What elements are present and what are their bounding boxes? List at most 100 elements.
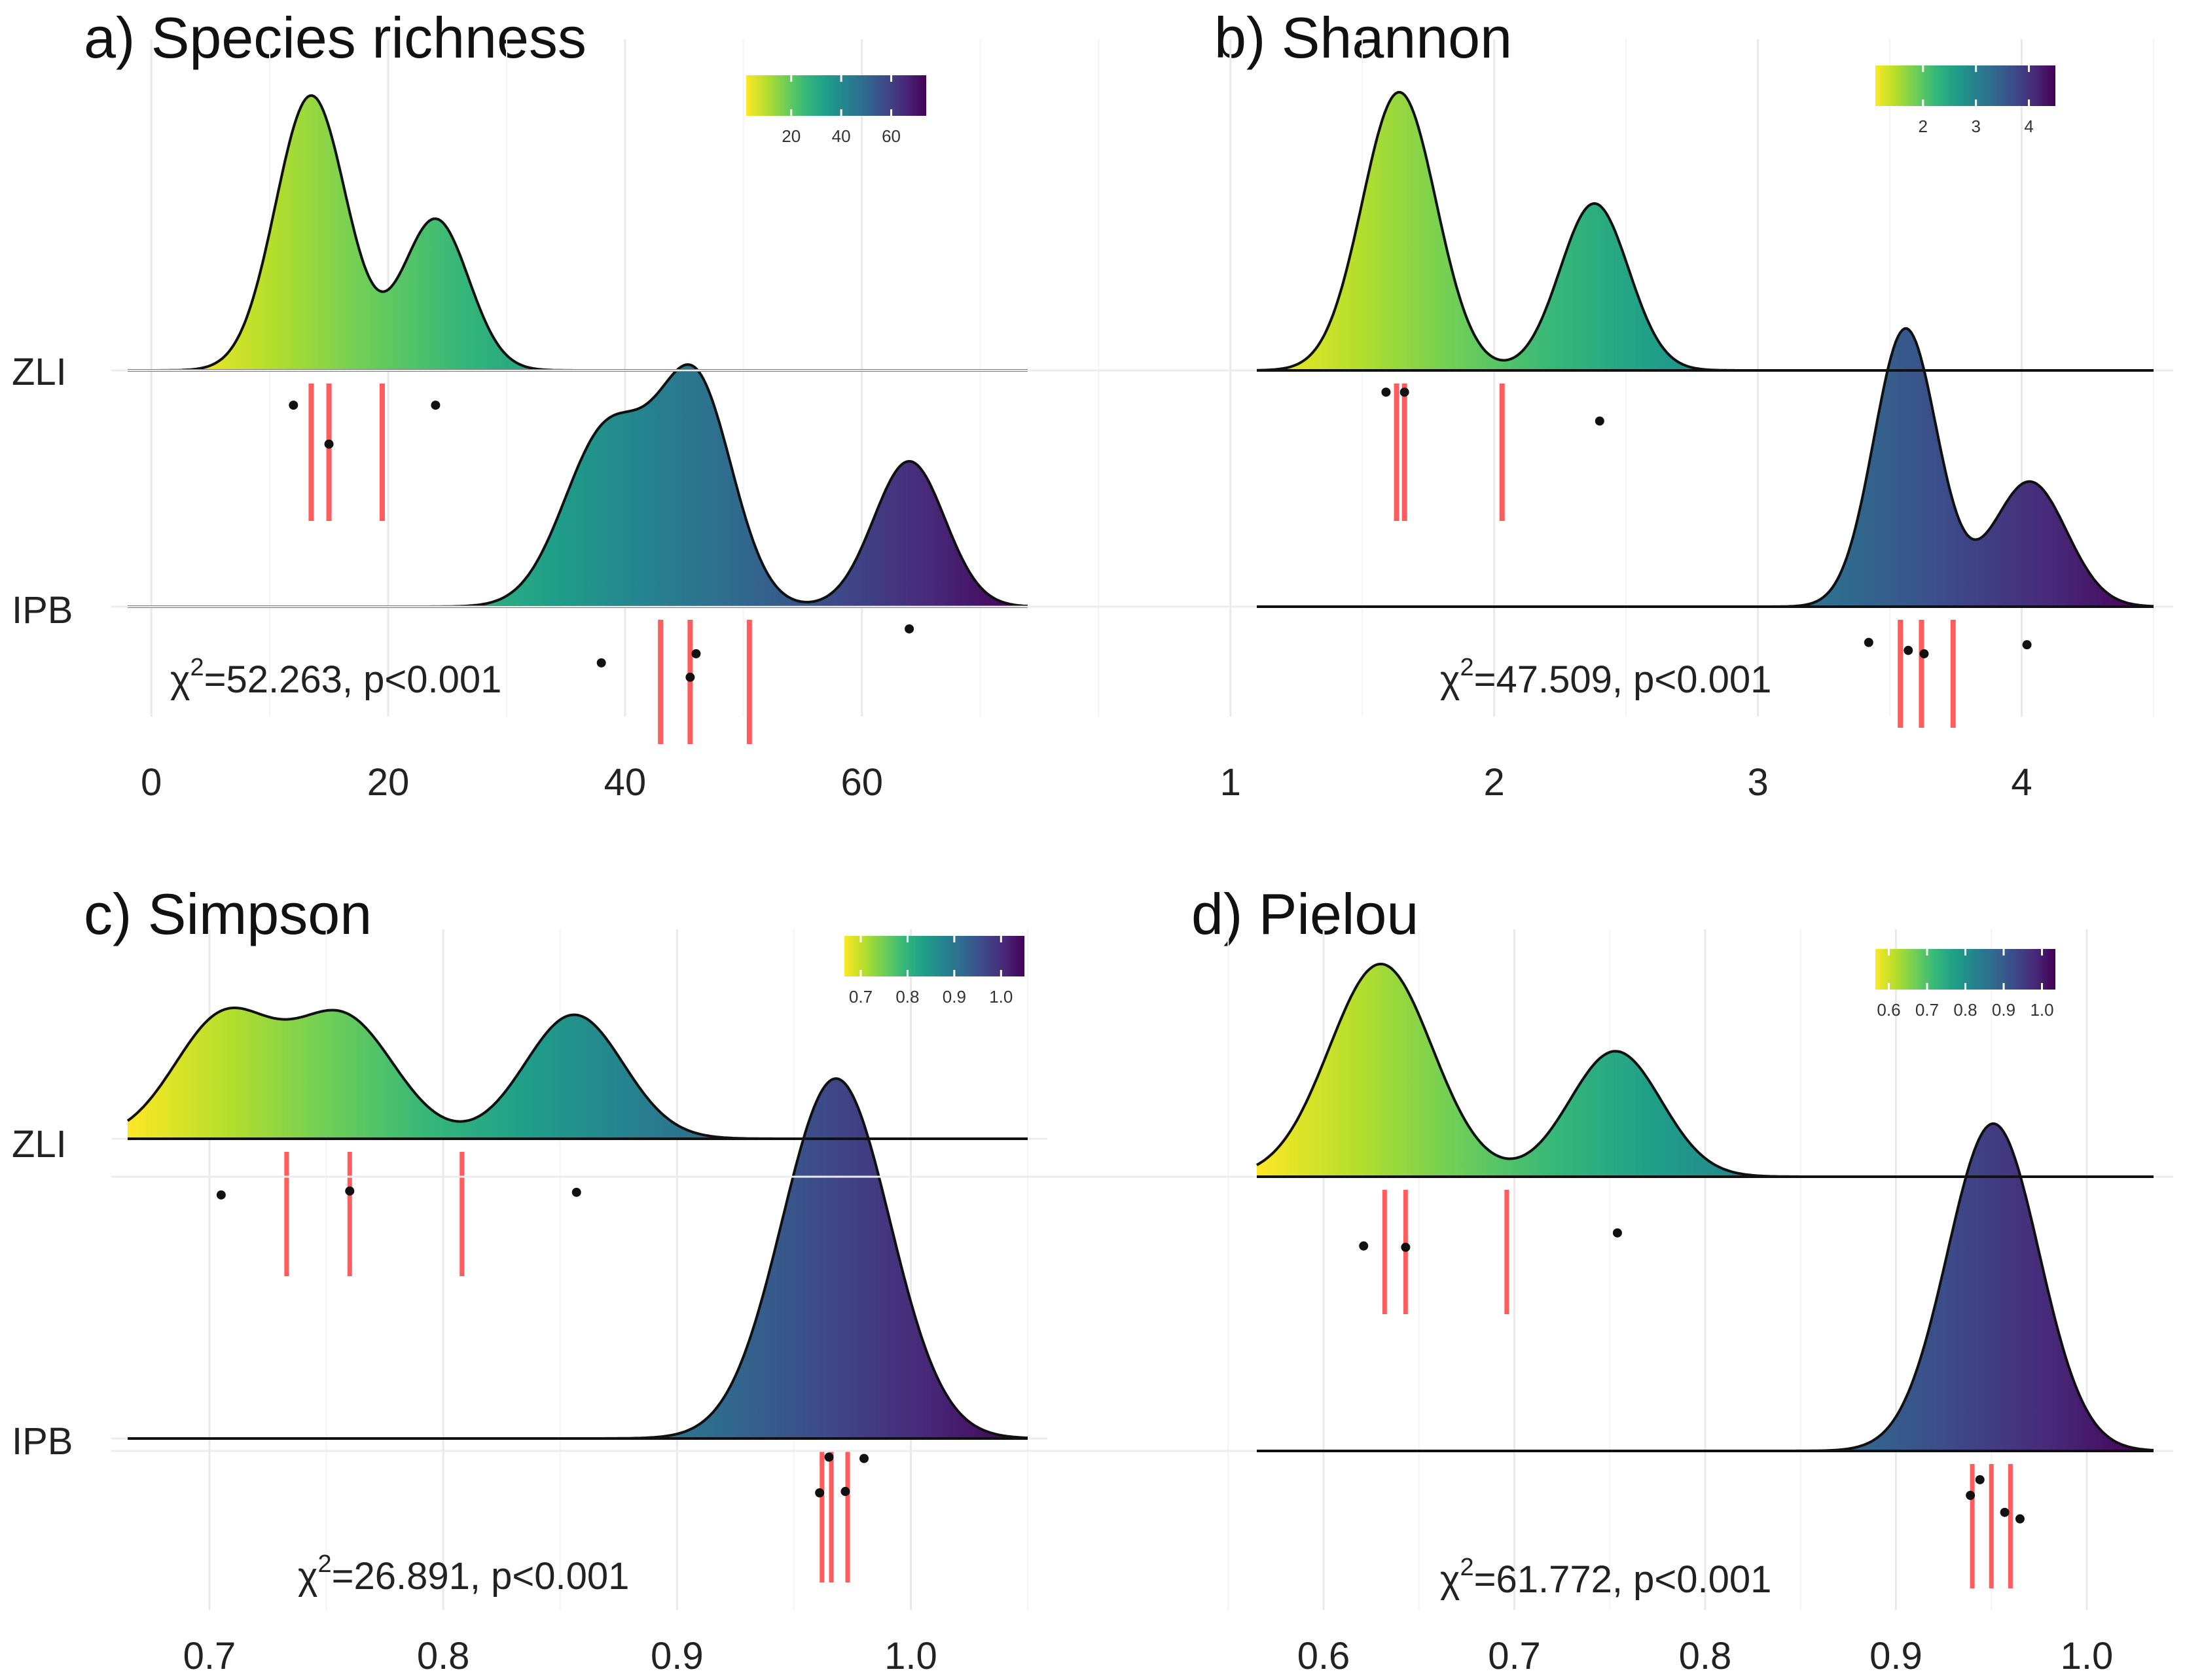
observation-point-zli	[1595, 416, 1604, 426]
observation-point-zli	[1399, 387, 1409, 397]
observation-points	[1381, 387, 2032, 658]
group-labels: ZLI IPB	[12, 1123, 73, 1463]
colorbar-tick-label: 0.7	[1915, 1000, 1939, 1020]
x-tick-label: 1.0	[2061, 1635, 2114, 1677]
observation-point-ipb	[1864, 637, 1873, 647]
x-tick-label: 0.9	[1869, 1635, 1922, 1677]
colorbar-gradient	[746, 75, 926, 116]
colorbar-tick-label: 3	[1971, 116, 1980, 136]
density-ridges	[128, 94, 1028, 608]
observation-point-ipb	[1966, 1490, 1976, 1500]
group-label-zli: ZLI	[12, 351, 67, 393]
x-tick-label: 0.6	[1297, 1635, 1350, 1677]
colorbar-ticks: 0.6 0.7 0.8 0.9 1.0	[1877, 949, 2054, 1020]
observation-point-ipb	[2022, 640, 2032, 650]
x-tick-label: 4	[2011, 761, 2032, 804]
quantile-lines	[284, 1152, 850, 1582]
test-statistic: χ2=52.263, p<0.001	[170, 654, 501, 701]
colorbar-tick-label: 0.9	[1992, 1000, 2015, 1020]
colorbar-tick-label: 20	[782, 126, 801, 146]
x-tick-label: 0.7	[183, 1635, 236, 1677]
colorbar-tick-label: 0.8	[895, 987, 919, 1007]
test-statistic: χ2=61.772, p<0.001	[1440, 1554, 1771, 1601]
panel-pielou: d) Pielou 0.6 0.7 0.8 0.9 1.0 0.6 0.7 0.8 0.9 1.…	[111, 882, 2173, 1677]
observation-point-ipb	[859, 1454, 869, 1463]
x-axis-ticks: 0 20 40 60	[141, 761, 883, 804]
x-axis-ticks: 0.6 0.7 0.8 0.9 1.0	[1297, 1635, 2114, 1677]
density-ridges	[1255, 962, 2154, 1452]
observation-point-zli	[216, 1190, 226, 1200]
x-tick-label: 1	[1220, 761, 1241, 804]
observation-point-ipb	[1975, 1474, 1985, 1484]
x-tick-label: 20	[367, 761, 410, 804]
observation-point-ipb	[2000, 1507, 2010, 1517]
x-tick-label: 0.7	[1488, 1635, 1541, 1677]
colorbar-gradient	[1875, 949, 2055, 990]
grid-lines	[111, 929, 2173, 1610]
observation-point-zli	[324, 439, 334, 449]
x-tick-label: 0.9	[651, 1635, 704, 1677]
group-labels: ZLI IPB	[12, 351, 73, 632]
grid-lines	[111, 39, 2173, 717]
test-statistic: χ2=47.509, p<0.001	[1440, 654, 1771, 701]
colorbar-ticks: 2 3 4	[1919, 65, 2034, 136]
observation-point-zli	[345, 1186, 355, 1196]
colorbar-tick-label: 1.0	[2030, 1000, 2053, 1020]
quantile-lines	[1382, 1190, 2013, 1588]
panel-shannon: b) Shannon 1 2 3 4 2 3 4 χ2=47.509, p<0.001	[111, 5, 2173, 804]
colorbar-tick-label: 4	[2024, 116, 2033, 136]
colorbar-legend: 2 3 4	[1875, 65, 2055, 136]
x-tick-label: 0.8	[417, 1635, 470, 1677]
panel-simpson: c) Simpson 0.7 0.8 0.9 1.0 ZLI IPB 0.7 0.8 0.…	[12, 882, 1047, 1677]
colorbar-tick-label: 40	[832, 126, 851, 146]
x-tick-label: 1.0	[884, 1635, 937, 1677]
observation-point-zli	[289, 401, 298, 410]
quantile-lines	[308, 384, 752, 744]
density-ridges	[1257, 91, 2154, 608]
colorbar-tick-label: 0.6	[1877, 1000, 1900, 1020]
observation-point-ipb	[815, 1488, 825, 1497]
panel-title: a) Species richness	[84, 5, 587, 70]
colorbar-tick-label: 0.8	[1953, 1000, 1977, 1020]
colorbar-tick-label: 0.7	[849, 987, 873, 1007]
density-fill-ipb	[128, 1079, 1028, 1439]
density-ridges	[126, 1007, 1028, 1440]
observation-point-ipb	[840, 1486, 850, 1496]
observation-point-ipb	[2015, 1514, 2025, 1524]
observation-point-ipb	[596, 658, 606, 668]
colorbar-tick-label: 2	[1919, 116, 1928, 136]
colorbar-tick-label: 0.9	[943, 987, 966, 1007]
density-fill-zli	[1257, 964, 2154, 1177]
colorbar-legend: 0.7 0.8 0.9 1.0	[844, 936, 1024, 1007]
observation-point-zli	[1612, 1228, 1622, 1238]
x-tick-label: 2	[1484, 761, 1505, 804]
density-fill-zli	[1257, 92, 2154, 370]
panel-species-richness: a) Species richness 0 20 40 60 ZLI IPB 20 40…	[12, 5, 1047, 804]
density-fill-zli	[128, 96, 1028, 370]
colorbar-ticks: 20 40 60	[782, 75, 901, 146]
observation-point-zli	[431, 401, 441, 410]
colorbar-tick-label: 1.0	[989, 987, 1013, 1007]
observation-point-ipb	[691, 649, 701, 658]
observation-point-ipb	[824, 1452, 834, 1462]
observation-point-zli	[1401, 1242, 1411, 1252]
observation-point-zli	[1381, 387, 1391, 397]
observation-point-zli	[571, 1187, 581, 1197]
observation-points	[289, 401, 914, 682]
observation-points	[216, 1186, 869, 1497]
density-fill-ipb	[1257, 1124, 2154, 1451]
colorbar-gradient	[1875, 65, 2055, 106]
grid-lines	[111, 39, 1047, 717]
panel-title: b) Shannon	[1214, 5, 1512, 70]
colorbar-ticks: 0.7 0.8 0.9 1.0	[849, 936, 1013, 1007]
observation-points	[1359, 1228, 2025, 1524]
observation-point-ipb	[1919, 649, 1929, 658]
test-statistic: χ2=26.891, p<0.001	[298, 1550, 629, 1598]
colorbar-tick-label: 60	[882, 126, 901, 146]
colorbar-legend: 0.6 0.7 0.8 0.9 1.0	[1875, 949, 2055, 1020]
panel-title: d) Pielou	[1191, 882, 1418, 946]
colorbar-legend: 20 40 60	[746, 75, 926, 146]
group-label-zli: ZLI	[12, 1123, 67, 1166]
x-tick-label: 0.8	[1679, 1635, 1732, 1677]
